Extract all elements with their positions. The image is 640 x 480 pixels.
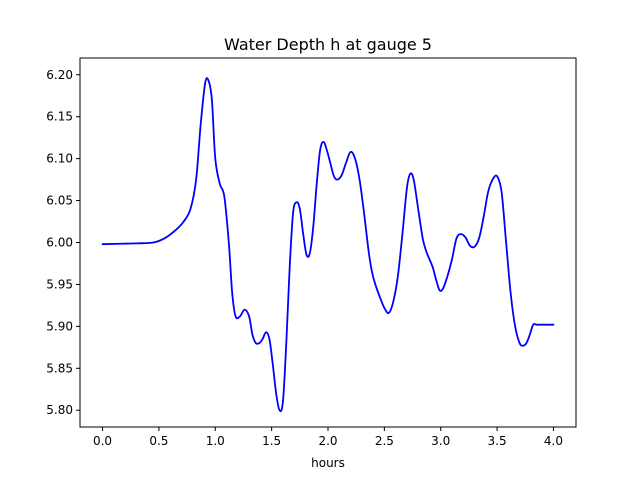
y-tick-label: 6.20 [46,68,73,82]
y-tick-label: 5.80 [46,403,73,417]
x-tick-label: 0.5 [149,434,168,448]
x-tick-label: 2.0 [318,434,337,448]
x-tick-label: 1.5 [262,434,281,448]
x-tick-label: 3.0 [431,434,450,448]
y-tick-label: 5.90 [46,319,73,333]
x-tick-label: 2.5 [375,434,394,448]
y-tick-label: 6.00 [46,236,73,250]
x-tick-label: 3.5 [488,434,507,448]
y-tick-label: 5.85 [46,361,73,375]
series-line [101,77,555,413]
chart-title: Water Depth h at gauge 5 [224,35,432,54]
tick-layer: 0.0 0.5 1.0 1.5 2.0 2.5 3.0 3.5 4.0 5.80 5.85 5.90 5… [46,68,563,448]
y-tick-label: 6.15 [46,110,73,124]
x-tick-label: 4.0 [544,434,563,448]
x-tick-label: 0.0 [93,434,112,448]
y-tick-label: 6.05 [46,194,73,208]
y-tick-label: 6.10 [46,152,73,166]
plot-frame [79,57,577,428]
y-tick-label: 5.95 [46,277,73,291]
x-axis-label: hours [311,456,345,470]
x-tick-label: 1.0 [206,434,225,448]
